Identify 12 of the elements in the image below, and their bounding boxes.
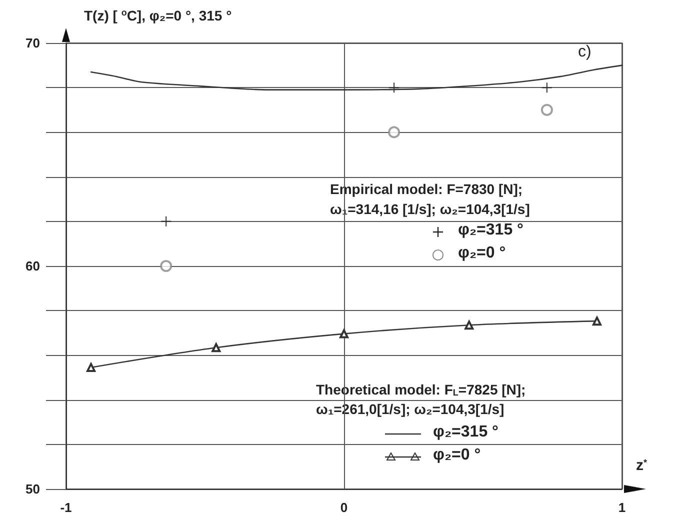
legend-label: φ₂=0 ° [458, 244, 506, 262]
annotation: c) [578, 44, 592, 60]
y-tick-label: 70 [26, 36, 40, 50]
legend-label: φ₂=0 ° [433, 446, 481, 464]
y-tick-label: 50 [26, 482, 40, 496]
x-tick-label: 1 [618, 500, 626, 515]
legend-label: φ₂=315 ° [433, 424, 498, 440]
legend-label: φ₂=315 ° [458, 222, 524, 238]
x-tick-label: -1 [60, 500, 72, 515]
x-tick-label: 0 [340, 500, 348, 515]
y-tick-label: 60 [26, 258, 40, 274]
x-axis-title: z* [636, 457, 648, 474]
